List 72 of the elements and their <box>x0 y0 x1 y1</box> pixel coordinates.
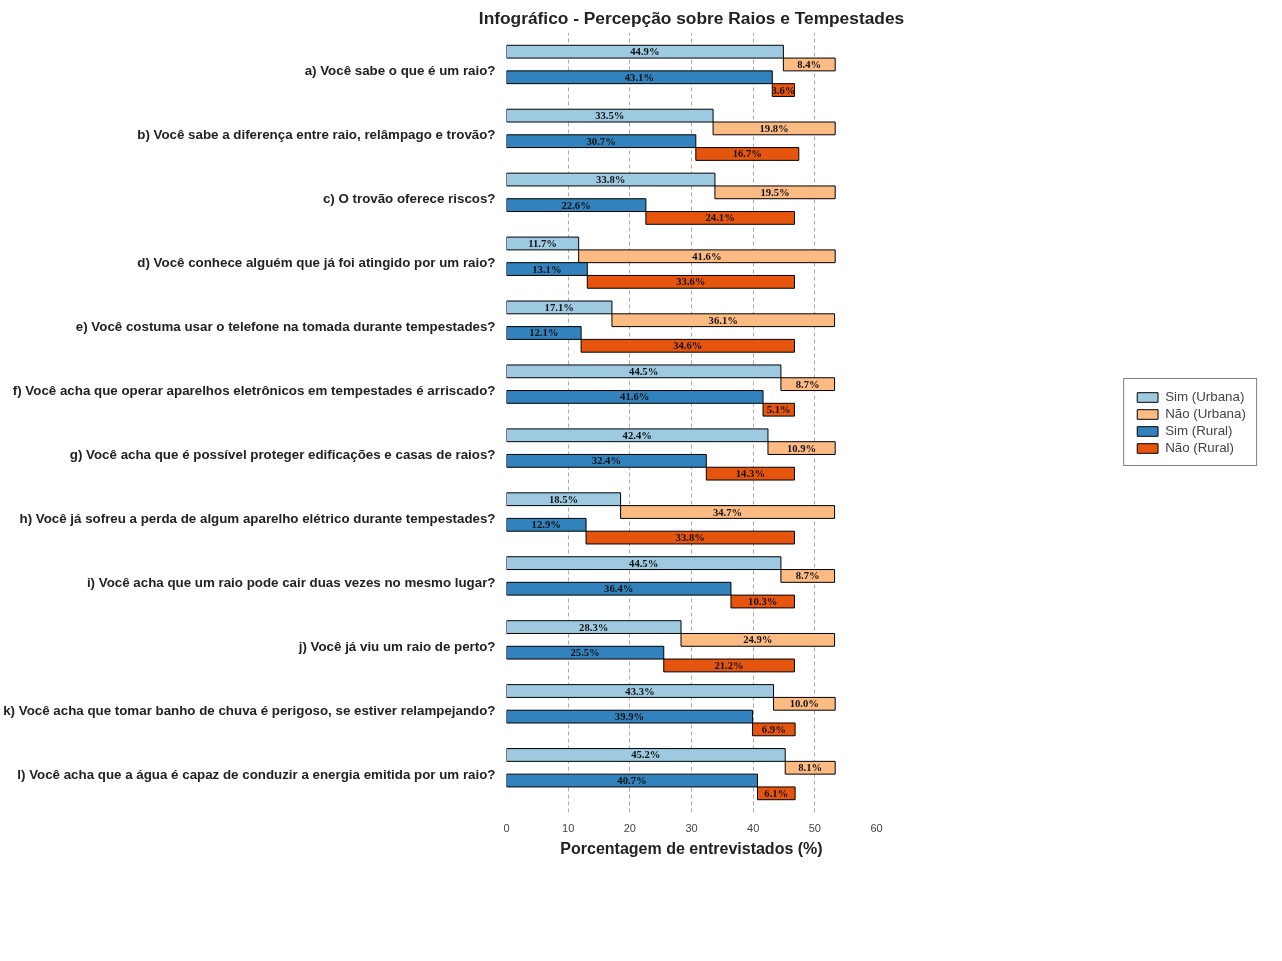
legend-label: Não (Rural) <box>1165 440 1235 455</box>
data-label: 40.7% <box>617 775 647 787</box>
data-label: 33.6% <box>676 276 706 288</box>
data-label: 34.6% <box>673 340 703 352</box>
y-tick-label: b) Você sabe a diferença entre raio, relâmpago e trovão? <box>137 127 496 143</box>
data-label: 22.6% <box>561 199 591 211</box>
data-label: 33.5% <box>595 110 625 122</box>
data-label: 45.2% <box>631 749 661 761</box>
y-tick-label: c) O trovão oferece riscos? <box>322 191 496 207</box>
x-tick-label: 40 <box>747 821 760 834</box>
chart-title: Infográfico - Percepção sobre Raios e Tempestades <box>478 7 905 28</box>
y-tick-label: e) Você costuma usar o telefone na tomada durante tempestades? <box>75 319 496 335</box>
y-tick-label: h) Você já sofreu a perda de algum aparelho elétrico durante tempestades? <box>19 510 496 526</box>
data-label: 8.7% <box>795 378 820 390</box>
y-tick-label: k) Você acha que tomar banho de chuva é perigoso, se estiver relampejando? <box>3 702 496 718</box>
x-tick-label: 60 <box>870 821 883 834</box>
data-label: 41.6% <box>692 250 722 262</box>
legend-label: Sim (Rural) <box>1165 423 1233 438</box>
data-label: 12.1% <box>529 327 559 339</box>
x-axis-title: Porcentagem de entrevistados (%) <box>560 839 823 857</box>
data-label: 43.3% <box>625 685 655 697</box>
data-label: 12.9% <box>531 519 561 531</box>
data-label: 42.4% <box>622 429 652 441</box>
data-label: 33.8% <box>596 174 626 186</box>
x-tick-label: 50 <box>808 821 821 834</box>
x-tick-label: 20 <box>623 821 636 834</box>
data-label: 8.1% <box>798 762 823 774</box>
data-label: 18.5% <box>548 493 579 505</box>
data-label: 28.3% <box>579 621 609 633</box>
x-tick-label: 10 <box>562 821 575 834</box>
y-tick-label: j) Você já viu um raio de perto? <box>297 638 496 654</box>
data-label: 44.5% <box>629 365 659 377</box>
data-label: 11.7% <box>528 237 557 249</box>
data-label: 14.3% <box>735 468 766 480</box>
data-label: 6.1% <box>764 787 789 799</box>
data-label: 34.7% <box>712 506 743 518</box>
data-label: 44.5% <box>629 557 659 569</box>
data-label: 39.9% <box>614 711 645 723</box>
data-label: 30.7% <box>586 135 616 147</box>
data-label: 36.1% <box>708 314 738 326</box>
data-label: 5.1% <box>766 404 791 416</box>
y-tick-label: l) Você acha que a água é capaz de conduzir a energia emitida por um raio? <box>17 766 496 782</box>
data-label: 32.4% <box>591 455 622 467</box>
data-label: 10.0% <box>789 698 820 710</box>
data-label: 41.6% <box>620 391 650 403</box>
y-tick-label: g) Você acha que é possível proteger edificações e casas de raios? <box>69 446 496 462</box>
data-label: 17.1% <box>544 301 574 313</box>
data-label: 36.4% <box>604 583 634 595</box>
data-label: 24.9% <box>743 634 773 646</box>
data-label: 43.1% <box>624 71 655 83</box>
data-label: 24.1% <box>705 212 735 224</box>
data-label: 21.2% <box>714 659 744 671</box>
data-label: 13.1% <box>532 263 562 275</box>
data-label: 19.5% <box>760 186 790 198</box>
data-label: 19.8% <box>759 122 789 134</box>
legend-label: Sim (Urbana) <box>1165 389 1245 404</box>
x-tick-label: 0 <box>503 821 510 834</box>
y-tick-label: f) Você acha que operar aparelhos eletrônicos em tempestades é arriscado? <box>12 383 496 399</box>
data-label: 44.9% <box>630 46 660 58</box>
data-label: 8.7% <box>795 570 820 582</box>
legend-label: Não (Urbana) <box>1165 406 1246 421</box>
data-label: 25.5% <box>570 647 600 659</box>
y-tick-label: a) Você sabe o que é um raio? <box>304 63 496 79</box>
data-label: 10.9% <box>786 442 817 454</box>
x-tick-label: 30 <box>685 821 698 834</box>
data-label: 16.7% <box>732 148 762 160</box>
y-tick-label: d) Você conhece alguém que já foi atingido por um raio? <box>137 255 496 271</box>
data-label: 8.4% <box>797 58 822 70</box>
y-tick-label: i) Você acha que um raio pode cair duas vezes no mesmo lugar? <box>86 574 496 590</box>
data-label: 6.9% <box>761 723 786 735</box>
data-label: 33.8% <box>675 532 705 544</box>
data-label: 10.3% <box>748 596 778 608</box>
